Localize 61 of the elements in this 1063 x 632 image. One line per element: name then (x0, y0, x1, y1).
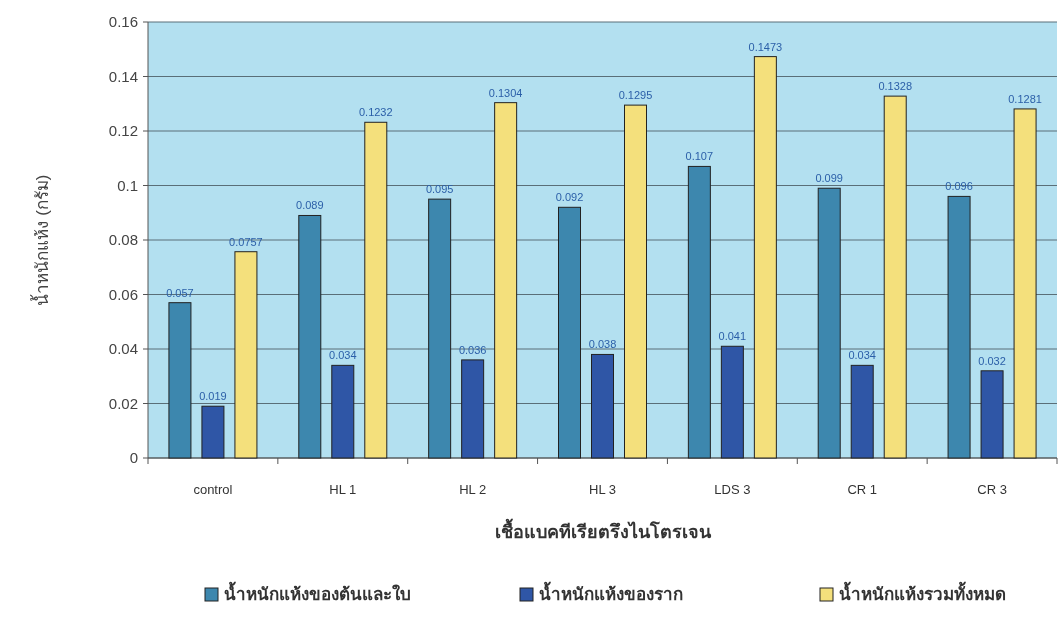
legend-label: น้ำหนักแห้งของราก (539, 581, 683, 604)
bar (364, 121, 388, 459)
data-label: 0.1281 (1008, 92, 1042, 105)
y-axis-title: น้ำหนักแห้ง (กรัม) (30, 174, 52, 306)
data-label: 0.038 (588, 338, 617, 351)
bar (298, 214, 322, 459)
data-label: 0.095 (425, 183, 454, 196)
data-label: 0.1304 (488, 86, 523, 99)
bar (168, 302, 192, 459)
bar (558, 206, 581, 459)
data-label: 0.034 (329, 349, 357, 362)
bar (753, 56, 777, 459)
x-tick-label: CR 3 (977, 482, 1007, 497)
bar (624, 104, 647, 459)
y-tick-label: 0.02 (108, 394, 138, 412)
bar (234, 251, 258, 459)
bar (494, 102, 518, 459)
y-tick-label: 0 (129, 449, 138, 466)
bar (1013, 108, 1037, 459)
bar (461, 359, 485, 459)
bar (850, 364, 874, 459)
y-tick-label: 0.12 (108, 122, 138, 139)
x-tick-label: LDS 3 (714, 482, 751, 497)
x-tick-label: HL 3 (589, 482, 616, 497)
data-label: 0.089 (296, 199, 324, 212)
data-label: 0.036 (458, 343, 487, 356)
data-label: 0.092 (555, 191, 584, 204)
data-label: 0.041 (718, 330, 747, 343)
x-tick-label: HL 1 (329, 482, 357, 497)
data-label: 0.019 (199, 390, 227, 403)
data-label: 0.107 (685, 150, 714, 163)
y-tick-label: 0.14 (108, 67, 138, 85)
data-label: 0.0757 (229, 235, 263, 248)
data-label: 0.032 (978, 354, 1006, 367)
bar (201, 405, 225, 459)
legend-label: น้ำหนักแห้งรวมทั้งหมด (839, 581, 1006, 604)
x-tick-label: CR 1 (847, 482, 878, 497)
bar (883, 95, 907, 459)
x-tick-label: HL 2 (459, 482, 487, 497)
legend-label: น้ำหนักแห้งของต้นและใบ (224, 581, 411, 604)
bar (720, 345, 744, 459)
data-label: 0.1232 (358, 106, 393, 119)
y-tick-label: 0.1 (117, 176, 138, 194)
bar (817, 187, 841, 459)
x-tick-label: control (193, 482, 233, 497)
x-axis-title: เชื้อแบคทีเรียตรึงไนโตรเจน (494, 518, 712, 542)
bar (947, 195, 971, 459)
data-label: 0.1473 (748, 40, 783, 53)
bar (980, 370, 1004, 459)
y-tick-label: 0.06 (108, 285, 138, 303)
bar (331, 364, 355, 459)
data-label: 0.099 (815, 172, 843, 185)
y-tick-label: 0.08 (108, 231, 138, 248)
y-tick-label: 0.16 (108, 13, 138, 30)
bar (428, 198, 452, 459)
bar (687, 165, 711, 459)
data-label: 0.1295 (618, 89, 653, 102)
data-label: 0.1328 (878, 80, 913, 93)
data-label: 0.034 (848, 349, 876, 362)
bar (591, 353, 614, 459)
y-tick-label: 0.04 (108, 340, 138, 357)
